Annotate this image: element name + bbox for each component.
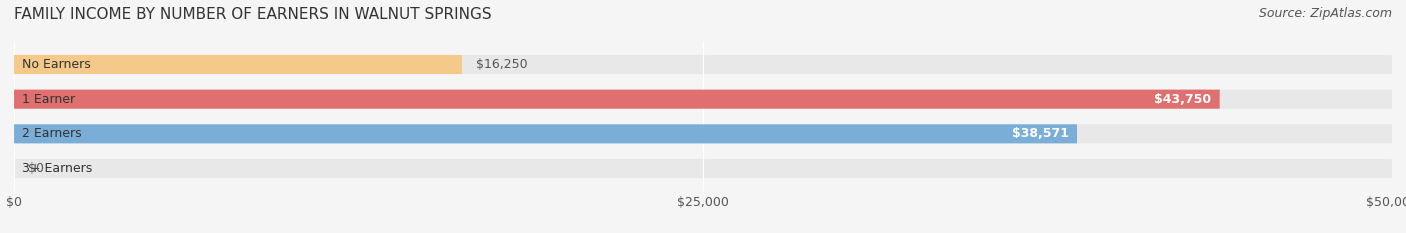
Text: FAMILY INCOME BY NUMBER OF EARNERS IN WALNUT SPRINGS: FAMILY INCOME BY NUMBER OF EARNERS IN WA… [14,7,492,22]
FancyBboxPatch shape [14,55,463,74]
FancyBboxPatch shape [14,90,1220,109]
FancyBboxPatch shape [14,124,1077,143]
FancyBboxPatch shape [14,159,1392,178]
Text: $43,750: $43,750 [1154,93,1212,106]
Text: 1 Earner: 1 Earner [22,93,76,106]
Text: No Earners: No Earners [22,58,91,71]
FancyBboxPatch shape [14,124,1392,143]
FancyBboxPatch shape [14,90,1392,109]
Text: 2 Earners: 2 Earners [22,127,82,140]
FancyBboxPatch shape [14,55,1392,74]
Text: Source: ZipAtlas.com: Source: ZipAtlas.com [1258,7,1392,20]
Text: 3+ Earners: 3+ Earners [22,162,93,175]
Text: $0: $0 [28,162,44,175]
Text: $16,250: $16,250 [475,58,527,71]
Text: $38,571: $38,571 [1012,127,1069,140]
